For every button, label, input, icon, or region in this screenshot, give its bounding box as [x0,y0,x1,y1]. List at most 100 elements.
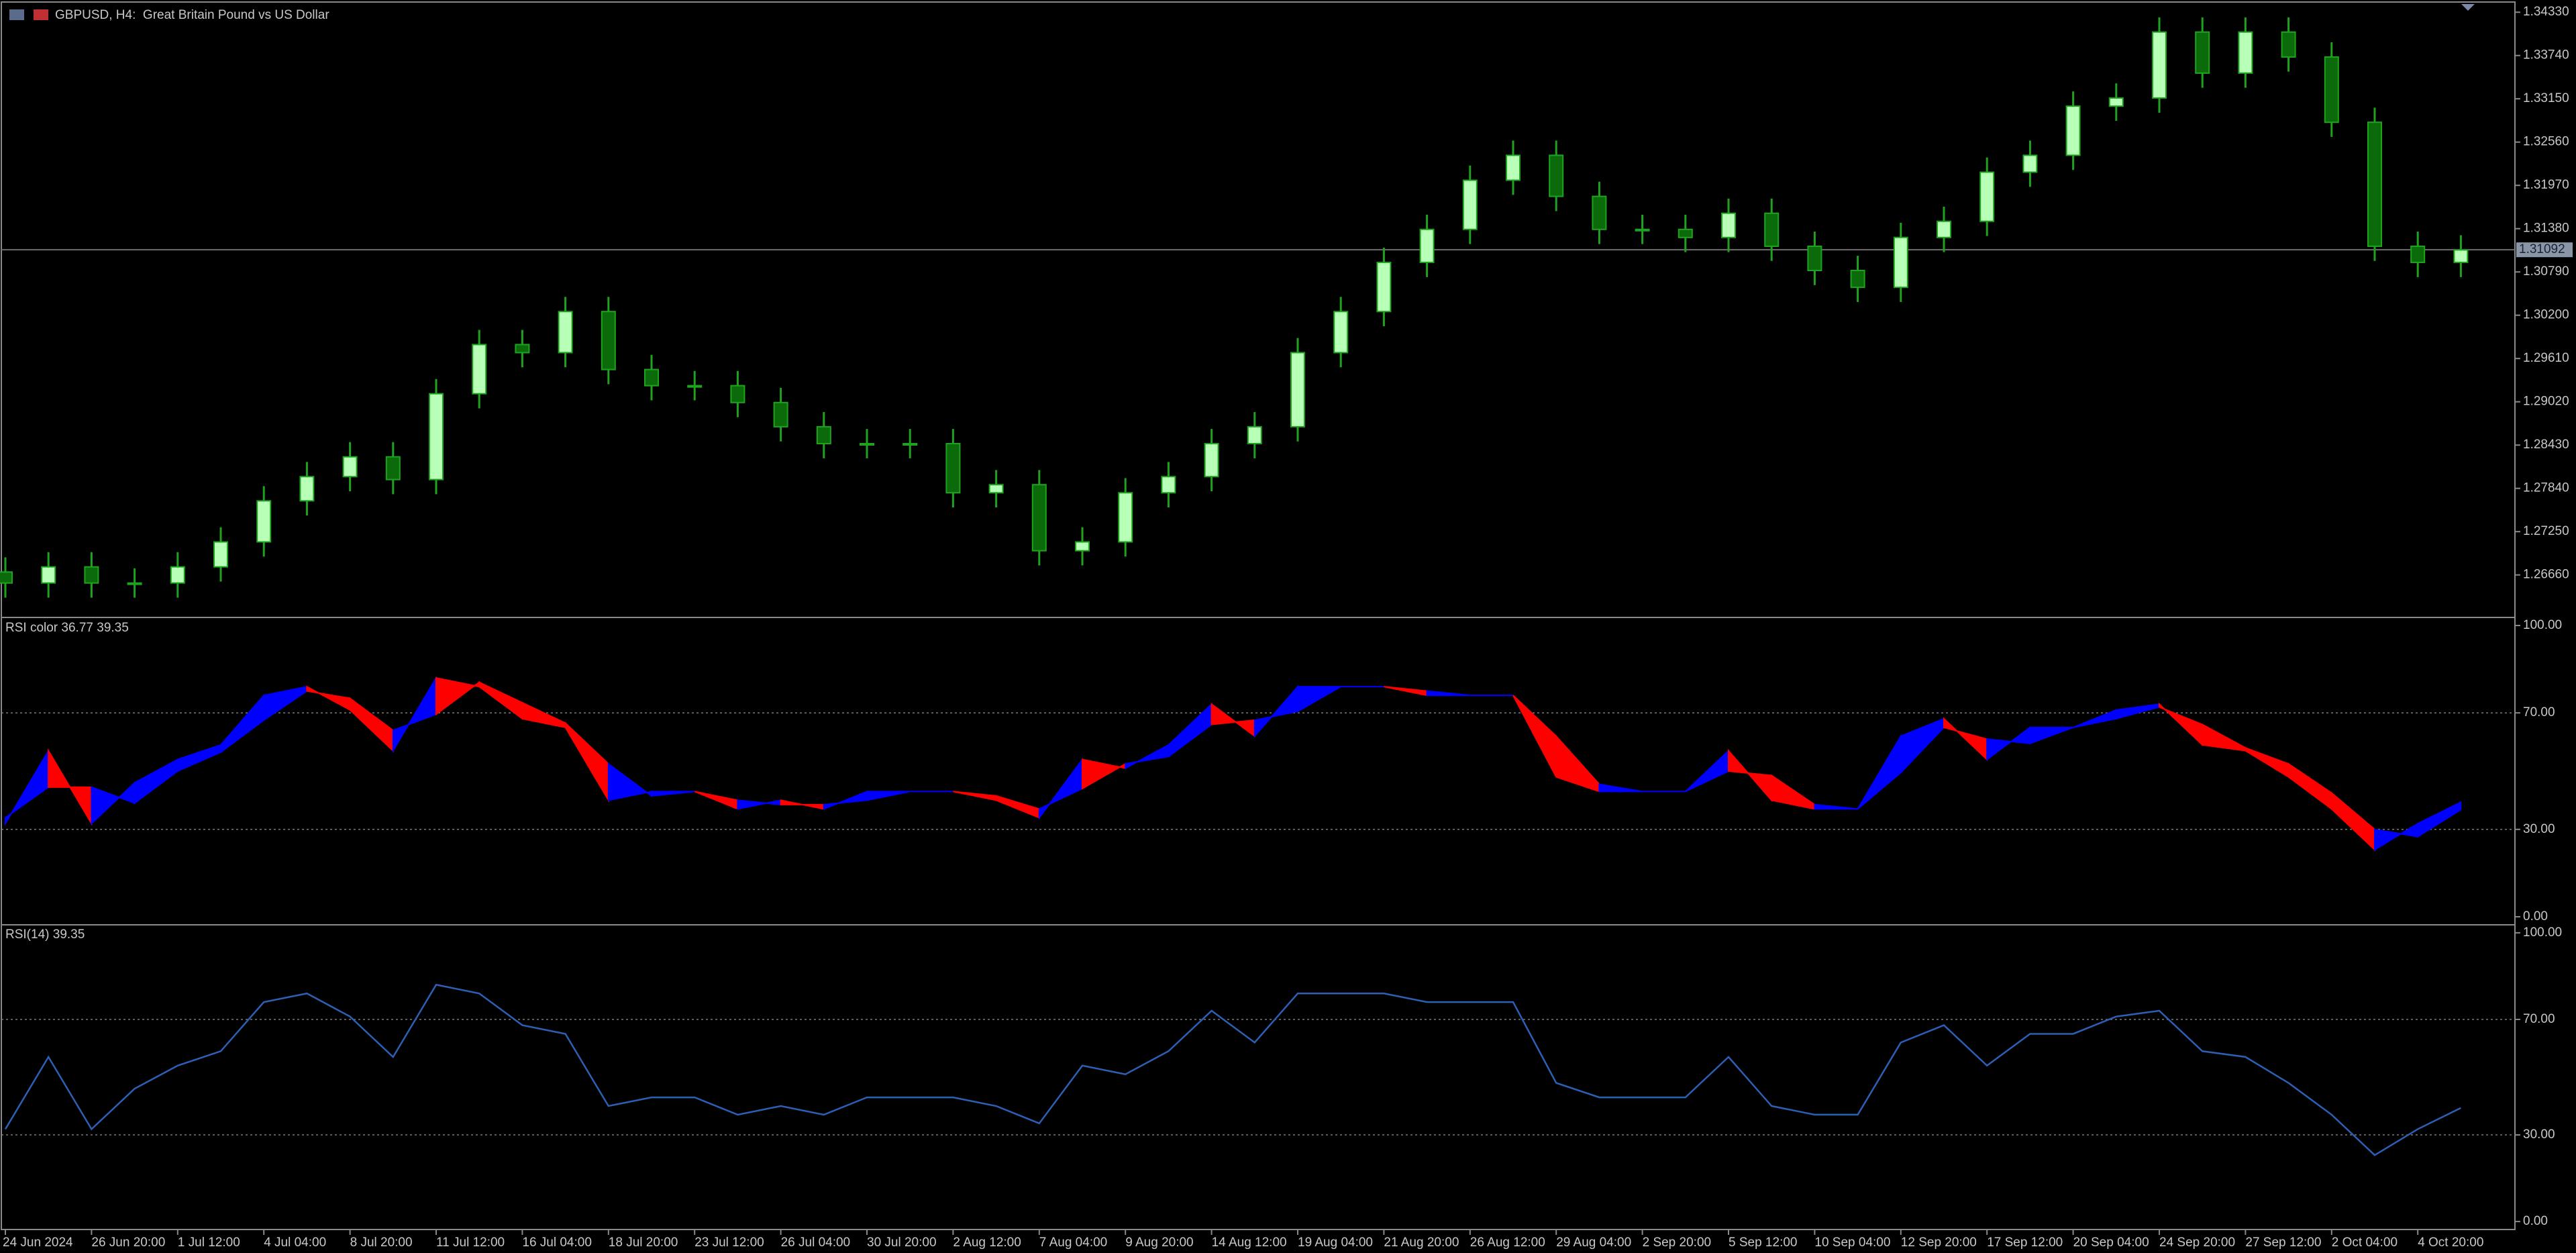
x-tick-label: 23 Jul 12:00 [694,1236,764,1250]
candle-body [2108,97,2124,107]
rsi-band-segment [2417,801,2462,838]
candle-body [1031,484,1047,552]
candle-body [515,344,530,354]
candle-body [1333,311,1349,354]
candle-body [903,442,918,446]
x-tick-label: 18 Jul 20:00 [609,1236,678,1250]
x-tick-label: 2 Sep 20:00 [1643,1236,1711,1250]
indicator-name: RSI color [5,621,58,635]
candle-body [2152,31,2167,99]
candle-body [213,541,228,568]
x-tick-label: 26 Jul 04:00 [781,1236,851,1250]
candle-body [385,456,401,481]
x-tick-label: 21 Aug 20:00 [1384,1236,1459,1250]
candle-body [2281,31,2296,58]
candle-body [1290,352,1305,428]
y-tick-label: 1.34330 [2523,5,2569,19]
y-tick-label: 1.28430 [2523,438,2569,452]
candle-body [988,484,1004,494]
current-price-label: 1.31092 [2519,242,2565,256]
menu-icon[interactable] [9,9,24,20]
y-tick-label: 100.00 [2523,618,2562,632]
candle-body [2324,56,2339,123]
candle-body [342,456,358,478]
y-tick-label: 1.31380 [2523,221,2569,236]
candle-body [429,393,444,481]
x-tick-label: 14 Aug 12:00 [1212,1236,1287,1250]
x-tick-label: 9 Aug 20:00 [1125,1236,1193,1250]
chart-icon[interactable] [34,9,48,20]
candle-body [1204,442,1219,478]
candle-body [1721,212,1736,238]
y-tick-label: 1.30790 [2523,264,2569,279]
x-tick-label: 24 Sep 20:00 [2159,1236,2235,1250]
candle-body [1161,476,1176,494]
x-tick-label: 19 Aug 04:00 [1298,1236,1373,1250]
x-tick-label: 2 Oct 04:00 [2332,1236,2398,1250]
candle-body [558,311,573,354]
candle-body [1893,236,1908,289]
x-tick-label: 12 Sep 20:00 [1901,1236,1977,1250]
candle-body [1807,245,1822,272]
candle-body [601,311,616,370]
candle-body [945,442,961,494]
candle-body [127,582,142,585]
candle-body [472,344,487,395]
x-tick-label: 10 Sep 04:00 [1814,1236,1890,1250]
candle-body [1506,154,1521,181]
indicator-value: 39.35 [97,621,129,635]
shift-marker[interactable] [2461,4,2475,11]
y-tick-label: 1.26660 [2523,568,2569,582]
candle-body [773,401,788,428]
y-tick-label: 1.29610 [2523,351,2569,365]
candle-body [170,566,185,584]
y-tick-label: 1.29020 [2523,395,2569,409]
candle-body [2065,105,2081,156]
candle-body [2453,249,2469,263]
candle-body [1764,212,1780,247]
chart-frame [1,1,2516,1230]
y-tick-label: 1.27840 [2523,481,2569,495]
y-tick-label: 1.27250 [2523,524,2569,538]
rsi-line [4,983,2461,1156]
candle-body [816,425,831,444]
y-tick-label: 1.33150 [2523,91,2569,105]
rsi-band-segment [1297,686,1343,713]
y-tick-label: 1.33740 [2523,48,2569,62]
x-tick-label: 4 Jul 04:00 [264,1236,326,1250]
x-tick-label: 4 Oct 20:00 [2418,1236,2483,1250]
candle-body [2238,31,2253,74]
x-tick-label: 30 Jul 20:00 [867,1236,937,1250]
candle-body [1678,228,1693,238]
candle-body [860,442,874,446]
rsi-band-segment [1426,690,1470,697]
candle-body [1592,195,1607,230]
rsi-band-segment [1814,803,1858,810]
candle-body [256,500,272,543]
x-tick-label: 8 Jul 20:00 [350,1236,413,1250]
chart-title: GBPUSD, H4: Great Britain Pound vs US Do… [55,8,329,22]
y-tick-label: 0.00 [2523,909,2548,923]
y-tick-label: 30.00 [2523,822,2555,836]
y-tick-label: 1.31970 [2523,178,2569,192]
y-tick-label: 1.32560 [2523,135,2569,149]
rsi-band-segment [2029,726,2073,745]
candle-body [1549,154,1564,197]
candle-body [1247,425,1262,444]
candle-body [2410,245,2426,263]
candle-body [1979,171,1995,222]
current-price-box [2516,242,2573,258]
candle-body [2367,121,2382,247]
x-tick-label: 16 Jul 04:00 [522,1236,592,1250]
x-tick-label: 11 Jul 12:00 [436,1236,505,1250]
y-tick-label: 100.00 [2523,925,2562,940]
candle-body [1075,541,1090,552]
x-tick-label: 2 Aug 12:00 [953,1236,1021,1250]
y-tick-label: 1.30200 [2523,308,2569,322]
indicator-value: 39.35 [53,928,85,942]
indicator-name: RSI(14) [5,928,49,942]
candle-body [1635,228,1650,232]
candle-body [1937,220,1951,238]
